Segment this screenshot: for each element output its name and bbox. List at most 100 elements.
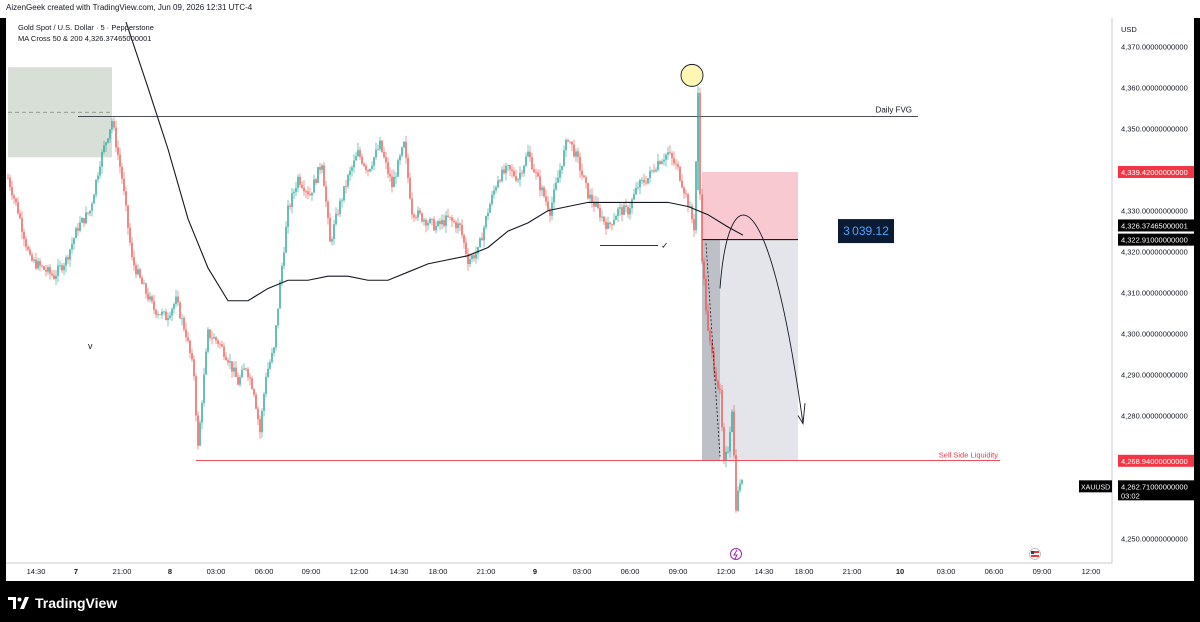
time-tick-label: 14:30 <box>755 567 774 576</box>
candle-body <box>369 168 371 172</box>
price-badge-label: 4,326.37465000001 <box>1121 221 1188 230</box>
candle-body <box>445 215 447 226</box>
candle-body <box>641 179 643 181</box>
candle-body <box>469 259 471 265</box>
candle-body <box>19 213 21 219</box>
candle-body <box>79 222 81 231</box>
chart-panel[interactable]: Daily FVG Sell Side Liquidity ✓ v 3 039.12 US… <box>6 18 1196 581</box>
candle-body <box>403 141 405 148</box>
us-flag-stripe-icon <box>1031 555 1039 557</box>
candle-body <box>539 176 541 191</box>
time-tick-label: 21:00 <box>113 567 132 576</box>
candle-body <box>619 207 621 209</box>
candle-body <box>345 186 347 187</box>
candle-body <box>67 257 69 260</box>
candle-body <box>285 226 287 253</box>
candle-body <box>279 281 281 309</box>
candle-body <box>495 187 497 191</box>
candle-body <box>37 261 39 269</box>
candle-body <box>331 239 333 242</box>
candle-body <box>115 127 117 148</box>
candle-body <box>289 205 291 207</box>
candle-body <box>179 302 181 319</box>
price-badge <box>1118 165 1196 178</box>
candle-body <box>525 156 527 166</box>
candle-body <box>341 200 343 201</box>
time-tick-label: 18:00 <box>795 567 814 576</box>
time-tick-label: 03:00 <box>937 567 956 576</box>
candle-body <box>195 376 197 416</box>
candle-body <box>365 165 367 170</box>
candle-body <box>155 309 157 315</box>
candle-body <box>687 194 689 207</box>
candle-body <box>609 222 611 225</box>
candle-body <box>121 166 123 179</box>
candle-body <box>383 152 385 158</box>
candle-body <box>55 275 57 279</box>
candle-body <box>29 249 31 255</box>
candle-body <box>199 422 201 446</box>
candle-body <box>713 352 715 372</box>
candle-body <box>463 235 465 243</box>
candle-body <box>551 202 553 216</box>
candle-body <box>117 147 119 155</box>
candle-body <box>111 121 113 130</box>
candle-body <box>567 140 569 142</box>
candle-body <box>361 156 363 164</box>
candle-body <box>173 304 175 309</box>
candle-body <box>509 165 511 170</box>
candle-body <box>433 219 435 231</box>
candle-body <box>149 296 151 300</box>
candle-body <box>125 191 127 206</box>
candle-body <box>343 186 345 201</box>
candle-body <box>81 217 83 223</box>
candle-body <box>363 163 365 166</box>
candle-body <box>127 205 129 228</box>
candle-body <box>239 377 241 385</box>
candle-body <box>159 314 161 316</box>
candle-body <box>705 278 707 311</box>
candle-body <box>243 368 245 370</box>
candle-body <box>299 176 301 185</box>
price-tick-label: 4,320.00000000000 <box>1121 248 1188 257</box>
candle-body <box>651 170 653 172</box>
candle-body <box>219 343 221 345</box>
time-tick-label: 12:00 <box>717 567 736 576</box>
candle-body <box>217 340 219 344</box>
candle-body <box>225 356 227 361</box>
time-tick-label: 12:00 <box>1082 567 1101 576</box>
candle-body <box>247 369 249 378</box>
candle-body <box>287 205 289 227</box>
chart-svg[interactable]: Daily FVG Sell Side Liquidity ✓ v 3 039.12 US… <box>6 18 1196 581</box>
tradingview-brand[interactable]: TradingView <box>8 594 117 612</box>
lightning-bolt-icon <box>733 549 738 560</box>
legend-symbol: Gold Spot / U.S. Dollar · 5 · Pepperston… <box>18 23 154 32</box>
candle-body <box>249 377 251 379</box>
time-tick-label: 8 <box>168 567 172 576</box>
candle-body <box>215 337 217 341</box>
lightning-event-icon <box>730 548 742 560</box>
candle-body <box>431 218 433 220</box>
candle-body <box>337 213 339 215</box>
candle-body <box>605 221 607 229</box>
position-value-badge <box>838 219 894 244</box>
last-price-label: 4,262.71000000000 <box>1121 482 1188 491</box>
candle-body <box>701 194 703 262</box>
stop-loss-zone <box>702 171 798 240</box>
candle-body <box>529 151 531 158</box>
candle-body <box>191 353 193 360</box>
candle-body <box>519 172 521 180</box>
candle-body <box>321 165 323 170</box>
candle-body <box>275 325 277 348</box>
candle-body <box>319 167 321 170</box>
time-tick-label: 18:00 <box>429 567 448 576</box>
candle-body <box>245 368 247 370</box>
ma-line <box>125 21 744 302</box>
candle-body <box>399 155 401 161</box>
candle-body <box>177 296 179 303</box>
candles-group <box>7 85 743 513</box>
candle-body <box>269 362 271 369</box>
candle-body <box>503 169 505 174</box>
candle-body <box>143 283 145 285</box>
